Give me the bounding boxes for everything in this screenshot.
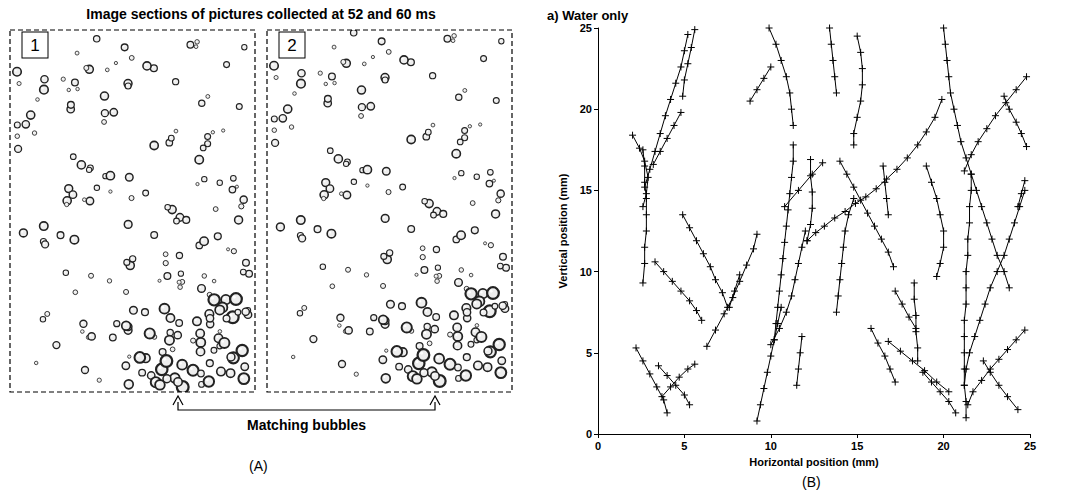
svg-text:a) Water only: a) Water only [547, 8, 629, 23]
svg-text:2: 2 [287, 36, 296, 55]
svg-text:25: 25 [1024, 440, 1036, 452]
svg-text:5: 5 [681, 440, 687, 452]
svg-text:20: 20 [937, 440, 949, 452]
html-text:(B): (B) [802, 474, 821, 490]
svg-text:Vertical position (mm): Vertical position (mm) [557, 173, 569, 288]
svg-text:Matching bubbles: Matching bubbles [247, 417, 366, 433]
svg-text:25: 25 [580, 22, 592, 34]
svg-text:15: 15 [851, 440, 863, 452]
svg-text:0: 0 [586, 428, 592, 440]
svg-text:0: 0 [595, 440, 601, 452]
svg-text:Image sections of pictures col: Image sections of pictures collected at … [86, 6, 436, 22]
svg-text:10: 10 [765, 440, 777, 452]
svg-text:1: 1 [30, 36, 39, 55]
html-text:(A): (A) [249, 458, 268, 474]
svg-text:Horizontal position (mm): Horizontal position (mm) [749, 456, 879, 468]
svg-text:10: 10 [580, 266, 592, 278]
svg-text:15: 15 [580, 184, 592, 196]
svg-text:5: 5 [586, 347, 592, 359]
svg-text:20: 20 [580, 103, 592, 115]
